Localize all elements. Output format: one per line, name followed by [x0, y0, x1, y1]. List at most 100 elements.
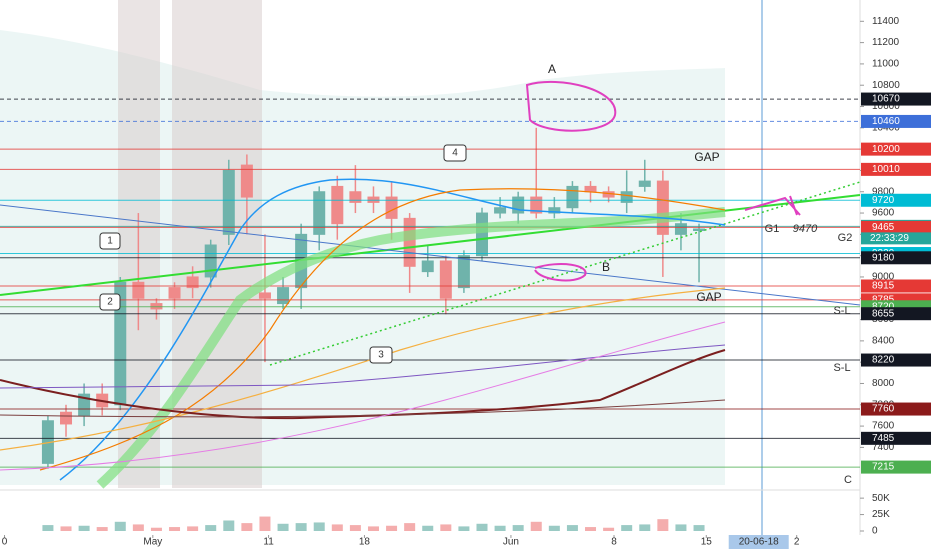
- price-label: 8915: [872, 281, 895, 292]
- volume-bar: [169, 527, 181, 531]
- candle-body: [186, 276, 199, 289]
- y-tick-label: 11000: [872, 59, 900, 70]
- volume-bar: [277, 523, 289, 531]
- candle-body: [60, 411, 73, 425]
- x-tick-label: Jun: [503, 537, 519, 548]
- volume-bar: [331, 524, 343, 531]
- candle-body: [349, 191, 362, 203]
- candle-body: [494, 207, 507, 214]
- volume-bar: [313, 522, 325, 531]
- volume-bar: [404, 523, 416, 531]
- x-tick-label: 15: [701, 537, 713, 548]
- volume-bar: [132, 524, 144, 531]
- price-label-box: [861, 92, 931, 106]
- candle-body: [439, 260, 452, 299]
- cursor-date-box: [728, 535, 789, 549]
- y-tick-label: 10600: [872, 101, 900, 112]
- y-tick-label: 9000: [872, 272, 895, 283]
- volume-bar: [440, 524, 452, 531]
- annotation: G1: [765, 223, 780, 235]
- volume-tick-label: 50K: [872, 493, 890, 504]
- price-label: 8785: [872, 294, 895, 305]
- volume-bar: [114, 521, 126, 531]
- y-tick-label: 11200: [872, 37, 900, 48]
- volume-bar: [42, 525, 54, 531]
- volume-bar: [223, 520, 235, 531]
- candle-body: [240, 164, 253, 198]
- volume-bar: [675, 524, 687, 531]
- candle-body: [132, 281, 145, 299]
- volume-bar: [60, 526, 72, 531]
- countdown-box: [861, 232, 931, 245]
- callout: [369, 346, 393, 364]
- volume-bar: [205, 525, 217, 531]
- candle-body: [168, 287, 181, 299]
- indicators: [0, 80, 861, 489]
- annotation: 9470: [793, 223, 818, 235]
- candle-body: [548, 207, 561, 214]
- candle-body: [457, 255, 470, 289]
- price-label: 7760: [872, 404, 895, 415]
- price-label-box: [861, 279, 931, 293]
- callout: [443, 144, 467, 162]
- price-label-box: [861, 193, 931, 207]
- candle-body: [475, 212, 488, 257]
- volume-bar: [295, 523, 307, 531]
- annotation: S-L: [833, 305, 850, 317]
- annotation: 1: [107, 236, 113, 247]
- price-label: 7215: [872, 462, 895, 473]
- price-label-box: [861, 353, 931, 367]
- volume-bar: [566, 525, 578, 531]
- annotation: 2: [107, 297, 113, 308]
- volume-bar: [458, 526, 470, 531]
- zone: [172, 0, 262, 488]
- volume-bar: [585, 527, 597, 531]
- candle-body: [674, 223, 687, 235]
- price-label-box: [861, 114, 931, 128]
- candle-body: [367, 196, 380, 203]
- candle-body: [222, 169, 235, 235]
- price-label-box: [861, 460, 931, 474]
- price-label-box: [861, 220, 931, 234]
- candle-body: [512, 196, 525, 214]
- annotation: GAP: [694, 150, 719, 164]
- price-label-box: [861, 251, 931, 265]
- countdown: 22:33:29: [870, 233, 909, 244]
- candle-body: [331, 185, 344, 225]
- candle-body: [656, 180, 669, 235]
- volume-bar: [259, 516, 271, 531]
- annotation: S-L: [833, 362, 850, 374]
- volume-bar: [386, 525, 398, 531]
- y-tick-label: 10400: [872, 122, 900, 133]
- price-label: 8720: [872, 301, 895, 312]
- price-label: 10460: [872, 116, 900, 127]
- y-tick-label: 9800: [872, 186, 895, 197]
- candle-body: [313, 191, 326, 235]
- price-label: 9465: [872, 222, 895, 233]
- volume-bar: [639, 524, 651, 531]
- volume-bar: [494, 525, 506, 531]
- candle-body: [638, 180, 651, 187]
- volume-bar: [367, 526, 379, 531]
- volume-bar: [241, 523, 253, 531]
- annotation: G2: [838, 232, 853, 244]
- volume-bar: [96, 527, 108, 531]
- x-tick-label: May: [143, 537, 162, 548]
- x-tick-label: 8: [611, 537, 617, 548]
- y-tick-label: 8000: [872, 378, 895, 389]
- x-tick-label: 18: [359, 537, 371, 548]
- volume-tick-label: 25K: [872, 509, 890, 520]
- volume-bar: [422, 525, 434, 531]
- candle-body: [204, 244, 217, 278]
- volume-bar: [657, 519, 669, 531]
- annotation: C: [844, 474, 852, 486]
- volume-bar: [530, 521, 542, 531]
- volume-bar: [476, 523, 488, 531]
- candle-body: [530, 196, 543, 214]
- x-tick-label: 2: [794, 537, 800, 548]
- price-label-box: [861, 402, 931, 416]
- volume-bar: [78, 525, 90, 531]
- volume-bar: [603, 527, 615, 531]
- price-label: 8655: [872, 308, 895, 319]
- annotation: 4: [452, 148, 458, 159]
